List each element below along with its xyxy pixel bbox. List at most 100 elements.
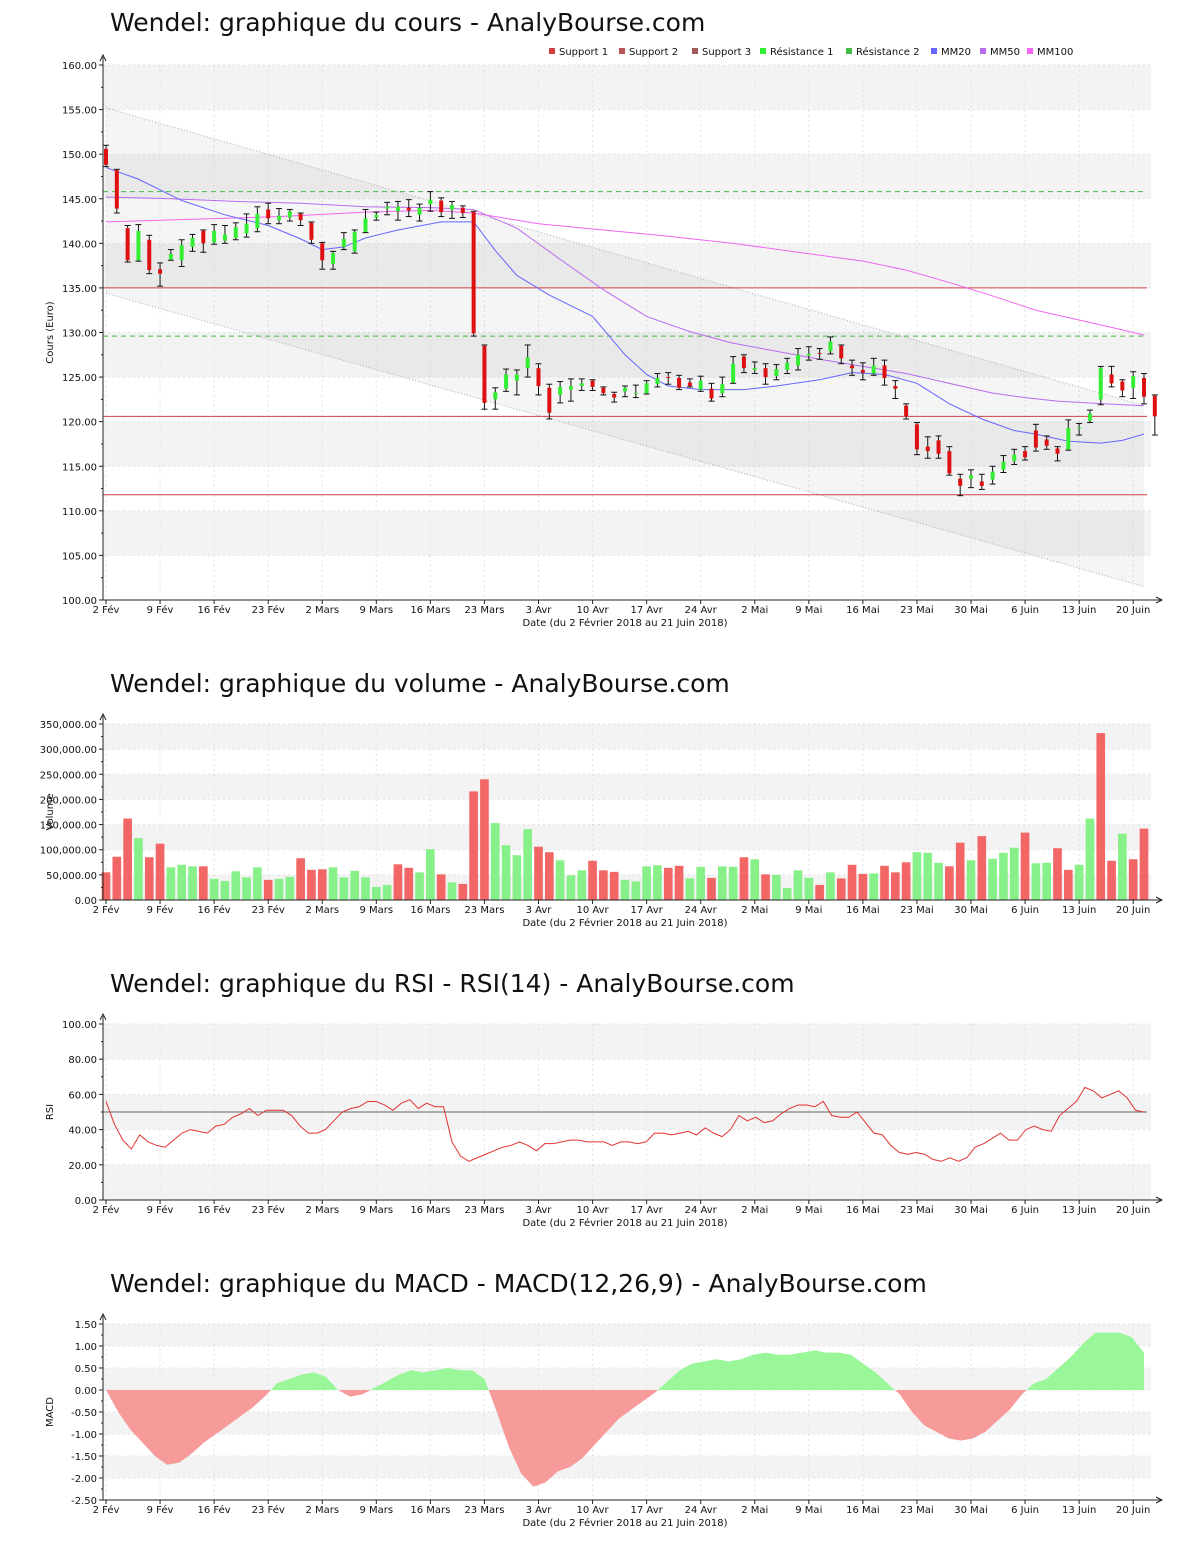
y-tick-label: 1.00 [75, 1342, 97, 1353]
candle-body [374, 214, 379, 218]
x-tick-label: 17 Avr [631, 605, 664, 616]
volume-bar [209, 878, 219, 900]
legend-swatch [549, 48, 555, 54]
volume-bar [1118, 833, 1127, 900]
x-tick-label: 23 Mai [900, 905, 933, 916]
x-tick-label: 2 Mars [305, 905, 339, 916]
x-axis-arrow [1155, 1496, 1164, 1504]
candle-body [547, 387, 552, 413]
x-tick-label: 23 Fév [252, 904, 285, 916]
x-tick-label: 16 Mai [846, 605, 879, 616]
volume-bar [880, 865, 889, 900]
volume-bar [253, 867, 262, 900]
macd-positive-area [370, 1368, 489, 1390]
volume-bar [988, 858, 997, 900]
y-tick-label: 0.00 [75, 1196, 97, 1207]
grid-band [103, 724, 1151, 750]
x-tick-label: 24 Avr [685, 1505, 718, 1516]
candle-body [1077, 427, 1082, 429]
x-tick-label: 3 Avr [526, 1205, 553, 1216]
volume-bar [999, 852, 1008, 900]
volume-bar [112, 856, 122, 900]
x-axis-title: Date (du 2 Février 2018 au 21 Juin 2018) [522, 1517, 727, 1529]
candle-body [936, 440, 941, 454]
x-axis-title: Date (du 2 Février 2018 au 21 Juin 2018) [522, 1217, 727, 1229]
y-tick-label: -1.00 [71, 1430, 97, 1441]
volume-bar [231, 871, 241, 900]
candle-body [460, 207, 465, 214]
x-tick-label: 20 Juin [1116, 1505, 1150, 1516]
y-tick-label: 145.00 [62, 195, 97, 206]
grid-band [103, 774, 1151, 800]
candle-body [428, 199, 433, 205]
legend-label: Support 3 [702, 47, 751, 58]
volume-bar [242, 877, 251, 900]
price-chart-panel: Wendel: graphique du cours - AnalyBourse… [0, 0, 1200, 640]
macd-chart: -2.50 -2.00 -1.50 -1.00 -0.50 0.00 0.50 1.00 1.5… [45, 1312, 1164, 1529]
volume-bar [1074, 864, 1084, 900]
candle-body [839, 345, 844, 359]
volume-bar [296, 858, 305, 900]
candle-body [244, 223, 249, 234]
candle-body [720, 384, 725, 394]
candle-body [612, 394, 617, 398]
volume-bar [274, 878, 284, 900]
volume-bar [728, 866, 738, 900]
y-tick-label: 200,000.00 [40, 795, 97, 806]
volume-bar [382, 884, 392, 900]
candle-body [255, 213, 260, 229]
volume-bar [847, 864, 857, 900]
y-tick-label: 100.00 [62, 596, 97, 607]
x-tick-label: 9 Mai [795, 905, 822, 916]
x-tick-label: 30 Mai [954, 1205, 987, 1216]
volume-bar [620, 879, 630, 900]
candle-body [904, 405, 909, 417]
candle-body [633, 393, 638, 395]
volume-bar [317, 869, 327, 900]
x-tick-label: 9 Mai [795, 1505, 822, 1516]
y-tick-label: 0.00 [75, 896, 97, 907]
candle-body [298, 213, 303, 221]
volume-bar [912, 852, 922, 900]
x-tick-label: 23 Mars [464, 1505, 504, 1516]
y-tick-label: 105.00 [62, 551, 97, 562]
candle-body [222, 234, 227, 241]
candle-body [1001, 461, 1006, 470]
candle-body [450, 204, 454, 210]
candle-body [1055, 448, 1060, 454]
x-tick-label: 20 Juin [1116, 1205, 1150, 1216]
legend-swatch [760, 48, 766, 54]
y-tick-label: 155.00 [62, 106, 97, 117]
volume-bar [793, 870, 803, 900]
x-tick-label: 30 Mai [954, 605, 987, 616]
volume-bar [977, 836, 987, 900]
volume-bar [534, 846, 543, 900]
volume-bar [739, 857, 749, 900]
y-tick-label: 150,000.00 [40, 821, 97, 832]
candle-body [623, 387, 627, 392]
volume-bar [663, 867, 673, 900]
mm20-line [105, 167, 1145, 444]
y-tick-label: 50,000.00 [46, 871, 97, 882]
candle-body [190, 237, 195, 247]
volume-bar [155, 843, 165, 900]
candle-body [233, 227, 238, 238]
x-tick-label: 16 Fév [198, 1504, 231, 1516]
volume-bar [1031, 863, 1041, 900]
x-tick-label: 2 Mars [305, 1505, 339, 1516]
candle-body [406, 207, 411, 211]
legend-label: Support 1 [559, 47, 608, 58]
volume-bar [1107, 860, 1116, 900]
volume-bar [426, 849, 435, 900]
candle-body [666, 377, 671, 379]
candle-body [331, 253, 336, 264]
volume-bar [134, 838, 143, 900]
mm50-line [105, 196, 1145, 407]
macd-negative-area [106, 1390, 271, 1465]
volume-bar [588, 860, 597, 900]
x-tick-label: 6 Juin [1011, 1205, 1039, 1216]
volume-bar [458, 883, 468, 900]
candle-body [514, 374, 519, 381]
volume-bar [750, 859, 760, 900]
candle-body [287, 211, 292, 218]
